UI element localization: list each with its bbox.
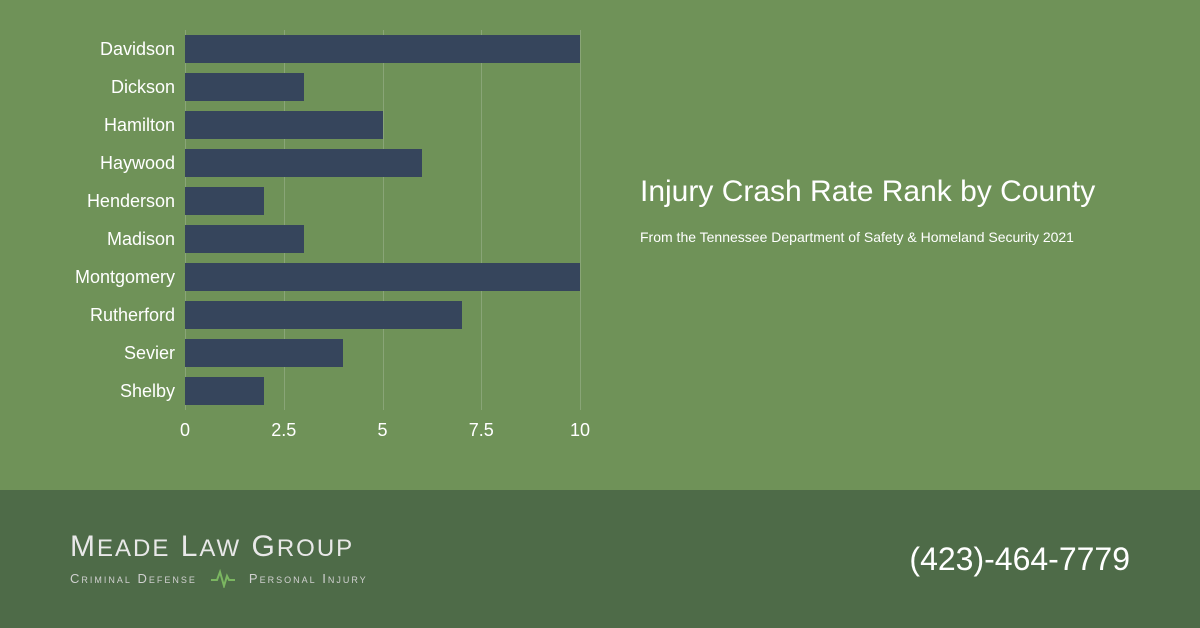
bar-row: Davidson [185,30,580,68]
logo-sub-right: Personal Injury [249,571,368,586]
chart-subtitle: From the Tennessee Department of Safety … [640,229,1160,245]
bar-row: Montgomery [185,258,580,296]
bar-label: Hamilton [45,115,175,136]
bar-row: Dickson [185,68,580,106]
logo-sub-left: Criminal Defense [70,571,197,586]
bar-row: Sevier [185,334,580,372]
bar-row: Shelby [185,372,580,410]
bar [185,73,304,101]
phone-number: (423)-464-7779 [909,541,1130,578]
footer: MEADE LAW GROUP Criminal Defense Persona… [0,490,1200,628]
x-axis: 02.557.510 [185,420,580,450]
text-area: Injury Crash Rate Rank by County From th… [580,30,1160,470]
bar-label: Dickson [45,77,175,98]
bar-row: Hamilton [185,106,580,144]
bar-label: Madison [45,229,175,250]
logo-sub: Criminal Defense Personal Injury [70,568,368,588]
bar [185,149,422,177]
bar-label: Shelby [45,381,175,402]
bar-label: Montgomery [45,267,175,288]
x-tick: 5 [377,420,387,441]
logo-block: MEADE LAW GROUP Criminal Defense Persona… [70,530,368,588]
chart-area: DavidsonDicksonHamiltonHaywoodHendersonM… [40,30,580,470]
bar [185,263,580,291]
x-tick: 10 [570,420,590,441]
bar-label: Henderson [45,191,175,212]
logo-main: MEADE LAW GROUP [70,530,368,564]
heartbeat-icon [211,568,235,588]
bar-label: Sevier [45,343,175,364]
bar-row: Haywood [185,144,580,182]
chart-title: Injury Crash Rate Rank by County [640,175,1160,209]
bar-label: Davidson [45,39,175,60]
main-area: DavidsonDicksonHamiltonHaywoodHendersonM… [0,0,1200,490]
bar [185,35,580,63]
bar [185,187,264,215]
bar-row: Madison [185,220,580,258]
x-tick: 2.5 [271,420,296,441]
bar-label: Rutherford [45,305,175,326]
bar-row: Rutherford [185,296,580,334]
x-tick: 0 [180,420,190,441]
bar [185,111,383,139]
bar [185,225,304,253]
x-tick: 7.5 [469,420,494,441]
bar-label: Haywood [45,153,175,174]
bar [185,339,343,367]
logo-text: MEADE LAW GROUP [70,530,354,563]
bar-row: Henderson [185,182,580,220]
bar [185,301,462,329]
bar [185,377,264,405]
bars-container: DavidsonDicksonHamiltonHaywoodHendersonM… [185,30,580,410]
